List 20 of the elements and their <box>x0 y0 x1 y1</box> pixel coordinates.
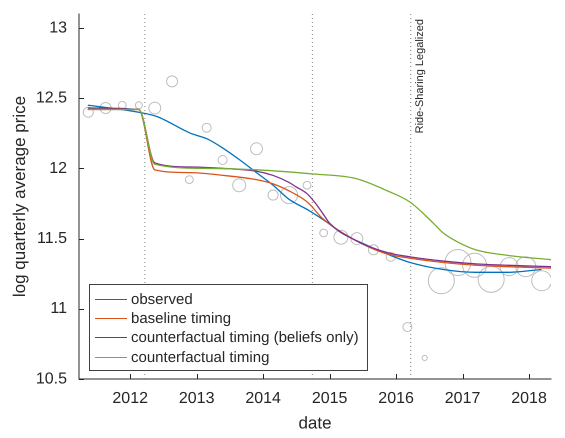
x-tick-label: 2018 <box>511 390 547 408</box>
y-tick-label: 10.5 <box>36 370 68 388</box>
y-tick-label: 12.5 <box>36 90 68 107</box>
ref-line-label: Ride-Sharing Legalized <box>414 19 426 134</box>
legend-label: observed <box>131 290 193 308</box>
x-tick-label: 2013 <box>178 390 215 408</box>
x-tick-label: 2014 <box>245 390 282 408</box>
y-tick-label: 11.5 <box>37 230 68 248</box>
x-tick-label: 2016 <box>378 390 414 408</box>
y-axis-title: log quarterly average price <box>10 96 29 298</box>
legend-label: counterfactual timing <box>131 348 270 366</box>
x-tick-label: 2012 <box>112 390 148 408</box>
y-tick-label: 13 <box>49 19 68 36</box>
legend-label: counterfactual timing (beliefs only) <box>131 329 359 346</box>
x-tick-label: 2015 <box>312 390 348 408</box>
x-tick-label: 2017 <box>444 390 480 408</box>
y-tick-label: 11 <box>50 300 68 318</box>
x-axis-title: date <box>298 413 332 432</box>
legend-label: baseline timing <box>131 310 232 328</box>
y-tick-label: 12 <box>49 160 68 177</box>
